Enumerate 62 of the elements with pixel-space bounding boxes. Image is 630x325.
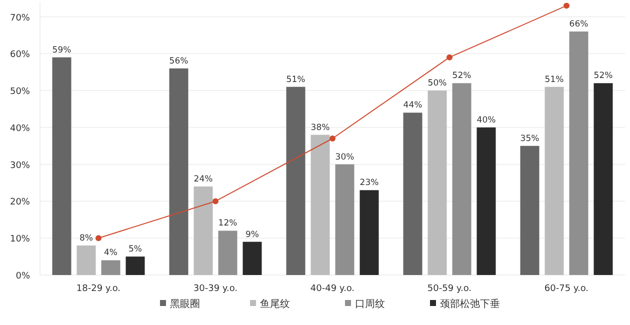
data-label: 12%: [218, 218, 238, 229]
legend-label: 口周纹: [355, 298, 385, 310]
data-label: 40%: [476, 115, 496, 126]
y-tick-label: 40%: [10, 124, 30, 134]
data-label: 38%: [310, 122, 330, 133]
data-label: 56%: [169, 56, 188, 66]
data-label: 44%: [403, 100, 422, 111]
legend-label: 鱼尾纹: [260, 298, 290, 310]
y-tick-label: 60%: [10, 50, 30, 60]
bar: [520, 146, 540, 275]
data-label: 66%: [569, 20, 588, 30]
x-tick-label: 40-49 y.o.: [310, 284, 355, 294]
x-tick-label: 30-39 y.o.: [193, 284, 238, 294]
bar: [126, 256, 145, 275]
bar: [286, 86, 306, 275]
point: [564, 2, 570, 9]
data-label: 52%: [452, 71, 472, 82]
y-tick-label: 70%: [10, 13, 30, 24]
point: [446, 54, 452, 60]
y-tick-label: 50%: [10, 87, 30, 98]
data-label: 4%: [104, 248, 118, 258]
point: [96, 235, 102, 242]
point: [330, 136, 336, 142]
x-tick-label: 18-29 y.o.: [76, 284, 121, 294]
x-tick-label: 50-59 y.o.: [427, 284, 472, 294]
y-tick-label: 30%: [10, 160, 30, 171]
data-label: 24%: [194, 174, 213, 184]
data-label: 59%: [52, 45, 72, 56]
bar: [360, 190, 379, 275]
data-label: 30%: [335, 152, 354, 162]
bar: [476, 127, 496, 275]
data-label: 8%: [80, 233, 93, 244]
data-label: 9%: [246, 230, 259, 240]
bar: [194, 186, 213, 275]
data-label: 50%: [428, 78, 447, 89]
data-label: 5%: [128, 244, 142, 255]
y-tick-label: 20%: [10, 198, 30, 208]
bar: [403, 112, 422, 275]
data-label: 52%: [594, 71, 613, 82]
data-label: 23%: [360, 178, 379, 188]
bar: [335, 164, 354, 275]
x-tick-label: 60-75 y.o.: [544, 284, 589, 294]
y-tick-label: 10%: [10, 234, 30, 245]
bar: [52, 57, 72, 275]
legend-label: 黑眼圈: [170, 299, 200, 310]
bar: [428, 90, 447, 275]
bar: [76, 245, 96, 275]
bar: [569, 32, 588, 275]
point: [212, 198, 218, 204]
data-label: 51%: [544, 74, 564, 85]
bar: [310, 134, 330, 275]
bar: [594, 83, 613, 275]
bar: [544, 86, 564, 275]
bar: [101, 260, 120, 275]
y-tick-label: 0%: [16, 272, 30, 282]
bar: [218, 230, 238, 275]
bar: [169, 68, 188, 275]
bar: [452, 83, 472, 275]
legend-label: 颈部松弛下垂: [440, 298, 500, 310]
data-label: 51%: [286, 74, 306, 85]
bar: [242, 242, 262, 275]
data-label: 35%: [520, 134, 540, 144]
